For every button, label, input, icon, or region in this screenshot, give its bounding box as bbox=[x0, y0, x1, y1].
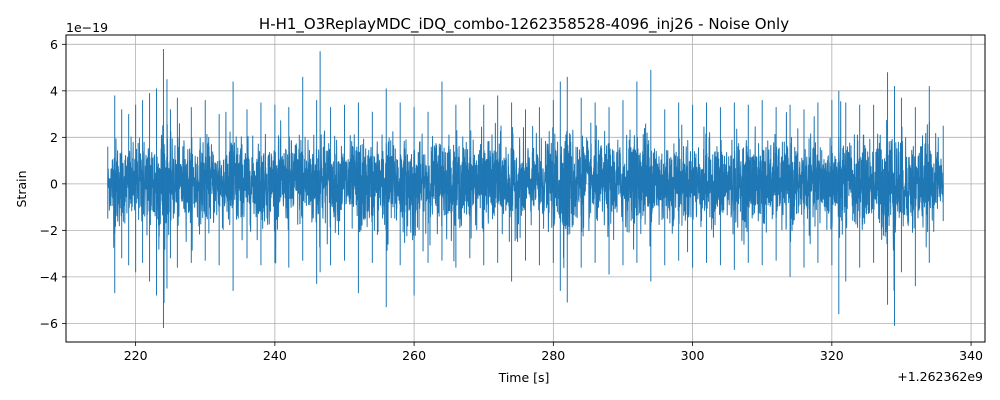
y-axis-label: Strain bbox=[14, 170, 29, 207]
x-tick-label: 300 bbox=[681, 348, 705, 363]
y-tick-label: 0 bbox=[50, 176, 58, 191]
x-tick-label: 340 bbox=[959, 348, 983, 363]
series-strain bbox=[107, 48, 944, 329]
y-tick-label: −4 bbox=[40, 269, 58, 284]
chart-title: H-H1_O3ReplayMDC_iDQ_combo-1262358528-40… bbox=[259, 15, 789, 34]
x-tick-label: 240 bbox=[263, 348, 287, 363]
plot-frame bbox=[65, 34, 986, 343]
x-axis-label: Time [s] bbox=[498, 370, 550, 385]
y-tick-label: −2 bbox=[40, 223, 58, 238]
y-axis-scale-label: 1e−19 bbox=[66, 20, 108, 35]
y-tick-label: −6 bbox=[40, 316, 58, 331]
x-axis-ticks: 220 240 260 280 300 320 340 bbox=[124, 342, 983, 363]
y-tick-label: 2 bbox=[50, 130, 58, 145]
x-axis-offset-label: +1.262362e9 bbox=[897, 369, 983, 384]
x-tick-label: 260 bbox=[402, 348, 426, 363]
y-tick-label: 4 bbox=[50, 83, 58, 98]
y-tick-label: 6 bbox=[50, 37, 58, 52]
y-axis-ticks: −6 −4 −2 0 2 4 6 bbox=[40, 37, 66, 331]
x-tick-label: 220 bbox=[124, 348, 148, 363]
x-tick-label: 320 bbox=[820, 348, 844, 363]
x-tick-label: 280 bbox=[541, 348, 565, 363]
